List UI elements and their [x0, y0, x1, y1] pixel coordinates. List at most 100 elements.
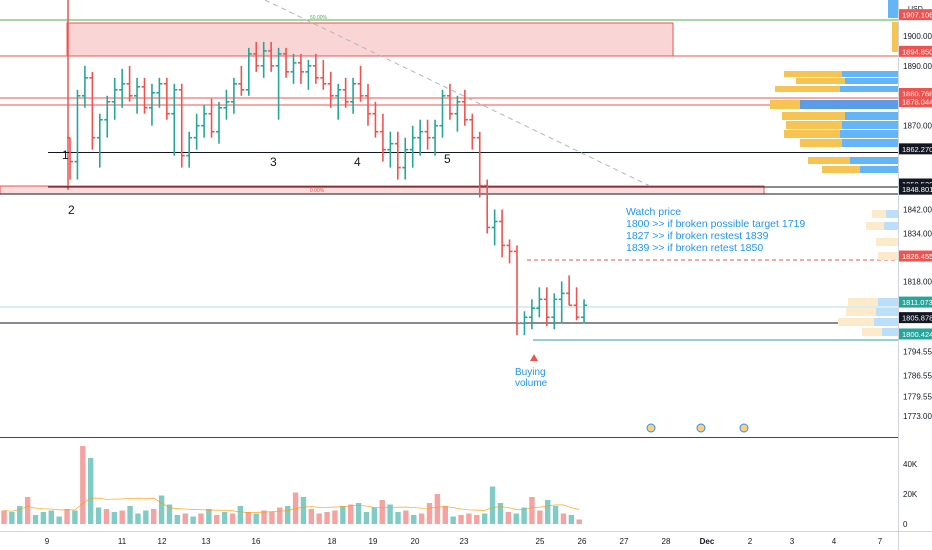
vp-bar	[842, 139, 898, 147]
volume-bar	[474, 515, 480, 524]
annotation-line-4: 1839 >> if broken retest 1850	[626, 242, 763, 254]
vp-bar	[845, 112, 898, 120]
volume-tick-label: 20K	[903, 490, 918, 499]
volume-bar	[72, 510, 78, 524]
price-bar	[536, 287, 543, 318]
price-bar	[558, 281, 565, 324]
annotation-line-2: 1800 >> if broken possible target 1719	[626, 218, 805, 230]
price-bar	[454, 95, 461, 132]
price-tick-label: 1786.550	[903, 371, 932, 380]
marker-text-2: volume	[515, 378, 548, 389]
price-label-text: 1800.424	[902, 330, 932, 339]
volume-bar	[182, 513, 188, 524]
price-bar	[514, 245, 520, 336]
price-bar	[260, 41, 267, 78]
time-tick-label: 27	[620, 537, 629, 546]
volume-bar	[505, 512, 512, 524]
watch-price-annotation[interactable]: Watch price 1800 >> if broken possible t…	[626, 206, 805, 254]
price-bar	[350, 77, 357, 114]
volume-bar	[151, 509, 157, 524]
volume-bar	[308, 509, 315, 524]
volume-bar	[87, 458, 94, 524]
price-bar	[365, 83, 371, 126]
price-tick-label: 1842.000	[903, 206, 932, 215]
annotation-line-3: 1827 >> if broken restest 1839	[626, 230, 769, 242]
volume-bar	[269, 512, 275, 524]
time-tick-label: 26	[578, 537, 587, 546]
volume-bar	[426, 503, 433, 524]
price-bar	[387, 131, 394, 168]
price-bar	[178, 83, 185, 168]
volume-bar	[560, 513, 567, 524]
vp-bar	[874, 318, 898, 326]
volume-bar	[261, 510, 267, 524]
price-tick-label: 1773.000	[903, 412, 932, 421]
price-bar	[424, 119, 431, 150]
vp-bar	[850, 157, 898, 164]
price-bar	[327, 71, 334, 108]
volume-bar	[458, 515, 464, 524]
volume-bar	[387, 504, 393, 524]
volume-bar	[300, 497, 307, 524]
vp-bar	[882, 328, 898, 336]
buying-volume-marker[interactable]: Buying volume	[515, 354, 548, 389]
vp-bar	[892, 22, 898, 52]
price-bar	[208, 98, 215, 138]
price-bar	[163, 77, 170, 120]
price-bar	[156, 77, 163, 108]
resistance-zone[interactable]	[66, 22, 674, 57]
time-tick-label: 25	[536, 537, 545, 546]
price-tick-label: 1890.000	[903, 62, 932, 71]
volume-bar	[545, 500, 551, 524]
volume-bar	[111, 512, 118, 524]
price-axis[interactable]: USD 1900.0001890.0001870.0001842.0001834…	[903, 6, 932, 421]
price-bar	[245, 47, 252, 96]
price-bar	[446, 83, 453, 120]
time-tick-label: 13	[202, 537, 211, 546]
volume-bar	[237, 506, 244, 524]
price-bar	[566, 275, 573, 307]
price-bar	[141, 77, 148, 114]
time-tick-label: 12	[158, 537, 167, 546]
event-icon[interactable]	[739, 423, 749, 433]
volume-bar	[434, 494, 441, 524]
wave-labels: 1 2 3 4 5	[62, 148, 451, 217]
price-label-tag: 1800.424	[899, 328, 932, 340]
volume-bar	[277, 507, 283, 524]
price-bar	[74, 89, 81, 180]
price-bar	[119, 68, 126, 108]
volume-bar	[214, 515, 220, 524]
vp-bar	[842, 121, 898, 129]
volume-bar	[174, 515, 181, 524]
event-icon[interactable]	[646, 423, 656, 433]
event-icon[interactable]	[696, 423, 706, 433]
price-bar	[551, 293, 558, 330]
price-label-tag: 1848.801	[899, 183, 932, 195]
price-tick-label: 1794.550	[903, 348, 932, 357]
volume-bar	[442, 506, 448, 524]
marker-text-1: Buying	[515, 367, 546, 378]
vp-bar	[862, 328, 898, 336]
volume-bar	[513, 513, 519, 524]
price-bar	[394, 131, 401, 180]
volume-bar	[418, 513, 425, 524]
price-bar	[581, 299, 588, 324]
volume-bar	[450, 516, 456, 524]
vp-bar	[840, 86, 898, 92]
volume-bar	[190, 516, 196, 524]
price-bar	[432, 119, 439, 156]
volume-bar	[552, 506, 559, 524]
volume-bar	[481, 513, 488, 524]
price-bar	[439, 89, 446, 138]
vp-bar	[888, 0, 898, 18]
price-bar	[104, 95, 111, 138]
volume-bar	[379, 500, 385, 524]
price-bar	[126, 65, 133, 102]
price-bar	[283, 47, 290, 78]
time-axis[interactable]: 9 11 12 13 16 18 19 20 23 25 26 27 28 Dec 2 3 4 7	[45, 537, 883, 546]
volume-bars	[1, 446, 582, 524]
price-tick-label: 1779.550	[903, 392, 932, 401]
volume-bar	[40, 512, 47, 524]
